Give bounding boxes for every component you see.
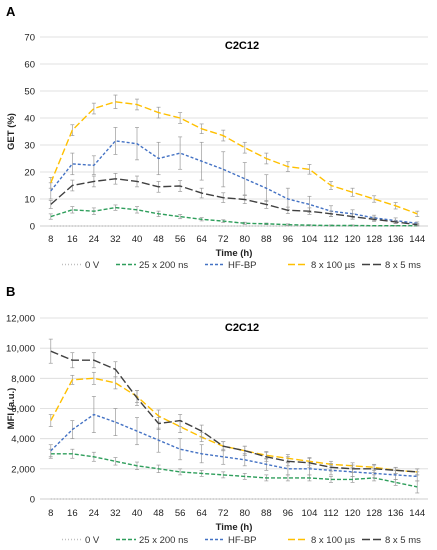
panel-b-y-tick-label: 12,000 xyxy=(6,314,35,325)
panel-a-x-tick-label: 96 xyxy=(283,234,294,245)
panel-b-x-tick-label: 136 xyxy=(388,508,404,519)
panel-a-x-tick-label: 8 xyxy=(48,234,53,245)
panel-a-x-tick-label: 40 xyxy=(132,234,143,245)
panel-b-x-tick-label: 88 xyxy=(261,508,272,519)
panel-b-x-tick-label: 32 xyxy=(110,508,121,519)
panel-a-x-tick-label: 72 xyxy=(218,234,229,245)
panel-a-x-axis-label: Time (h) xyxy=(216,248,253,259)
panel-a-x-tick-label: 48 xyxy=(153,234,164,245)
panel-a-y-tick-label: 10 xyxy=(24,195,35,206)
panel-a-title: C2C12 xyxy=(225,40,259,52)
panel-a-legend-label-0: 0 V xyxy=(85,260,100,271)
panel-a-x-tick-label: 88 xyxy=(261,234,272,245)
panel-b-y-tick-label: 6,000 xyxy=(11,404,35,415)
panel-a-series-line-4 xyxy=(50,178,418,226)
panel-a-x-tick-label: 32 xyxy=(110,234,121,245)
panel-b-y-tick-label: 2,000 xyxy=(11,464,35,475)
panel-b-x-tick-label: 48 xyxy=(153,508,164,519)
panel-b-title: C2C12 xyxy=(225,322,259,334)
panel-b-y-tick-label: 10,000 xyxy=(6,344,35,355)
panel-a-letter: A xyxy=(6,4,16,19)
panel-a-y-tick-label: 30 xyxy=(24,141,35,152)
panel-b-x-tick-label: 24 xyxy=(89,508,100,519)
panel-b-x-tick-label: 64 xyxy=(196,508,207,519)
panel-a-x-tick-label: 80 xyxy=(239,234,250,245)
panel-a-y-tick-label: 70 xyxy=(24,33,35,44)
panel-a-y-tick-label: 0 xyxy=(30,222,35,233)
panel-b-y-tick-label: 4,000 xyxy=(11,434,35,445)
panel-a-x-tick-label: 120 xyxy=(345,234,361,245)
panel-b-x-tick-label: 16 xyxy=(67,508,78,519)
panel-b-x-tick-label: 80 xyxy=(239,508,250,519)
panel-b-y-tick-label: 0 xyxy=(30,495,35,506)
panel-a-x-tick-label: 112 xyxy=(323,234,338,245)
panel-b-series-line-3 xyxy=(50,377,418,473)
panel-a-y-axis-label: GET (%) xyxy=(6,113,17,150)
panel-b-legend-label-0: 0 V xyxy=(85,535,100,546)
panel-a-x-tick-label: 24 xyxy=(89,234,100,245)
panel-b-x-tick-label: 8 xyxy=(48,508,53,519)
panel-a-series-line-1 xyxy=(50,206,418,227)
panel-a-x-tick-label: 144 xyxy=(409,234,425,245)
panel-b-series-line-2 xyxy=(50,413,418,478)
panel-a-y-tick-label: 60 xyxy=(24,60,35,71)
panel-b-x-tick-label: 128 xyxy=(366,508,382,519)
panel-b-x-tick-label: 120 xyxy=(345,508,361,519)
panel-a-legend-label-3: 8 x 100 µs xyxy=(311,260,355,271)
panel-a-y-tick-label: 40 xyxy=(24,114,35,125)
panel-b-x-tick-label: 104 xyxy=(302,508,318,519)
panel-a-legend-label-1: 25 x 200 ns xyxy=(139,260,188,271)
panel-b-x-tick-label: 112 xyxy=(323,508,338,519)
panel-b-series-line-1 xyxy=(50,453,418,488)
panel-b-y-tick-label: 8,000 xyxy=(11,374,35,385)
panel-b-legend-label-3: 8 x 100 µs xyxy=(311,535,355,546)
panel-b-x-axis-label: Time (h) xyxy=(216,522,253,533)
panel-a-x-tick-label: 64 xyxy=(196,234,207,245)
panel-a-series-line-3 xyxy=(50,101,418,215)
panel-a-x-tick-label: 136 xyxy=(388,234,404,245)
panel-a-series-line-2 xyxy=(50,140,418,224)
panel-a-legend-label-2: HF-BP xyxy=(228,260,257,271)
panel-b-legend-label-2: HF-BP xyxy=(228,535,257,546)
panel-b-x-tick-label: 40 xyxy=(132,508,143,519)
panel-b-y-axis-label: MFI (a.u.) xyxy=(6,388,17,430)
panel-b-legend-label-1: 25 x 200 ns xyxy=(139,535,188,546)
panel-a-x-tick-label: 16 xyxy=(67,234,78,245)
panel-a-x-tick-label: 128 xyxy=(366,234,382,245)
panel-a-y-tick-label: 50 xyxy=(24,87,35,98)
panel-b-legend-label-4: 8 x 5 ms xyxy=(385,535,421,546)
panel-b-x-tick-label: 56 xyxy=(175,508,186,519)
panel-a-legend-label-4: 8 x 5 ms xyxy=(385,260,421,271)
panel-b-x-tick-label: 144 xyxy=(409,508,425,519)
panel-b-x-tick-label: 72 xyxy=(218,508,229,519)
panel-a-x-tick-label: 104 xyxy=(302,234,318,245)
panel-b-series-line-4 xyxy=(50,350,418,473)
panel-a-y-tick-label: 20 xyxy=(24,168,35,179)
panel-a-x-tick-label: 56 xyxy=(175,234,186,245)
panel-b-x-tick-label: 96 xyxy=(283,508,294,519)
panel-b-letter: B xyxy=(6,284,15,299)
